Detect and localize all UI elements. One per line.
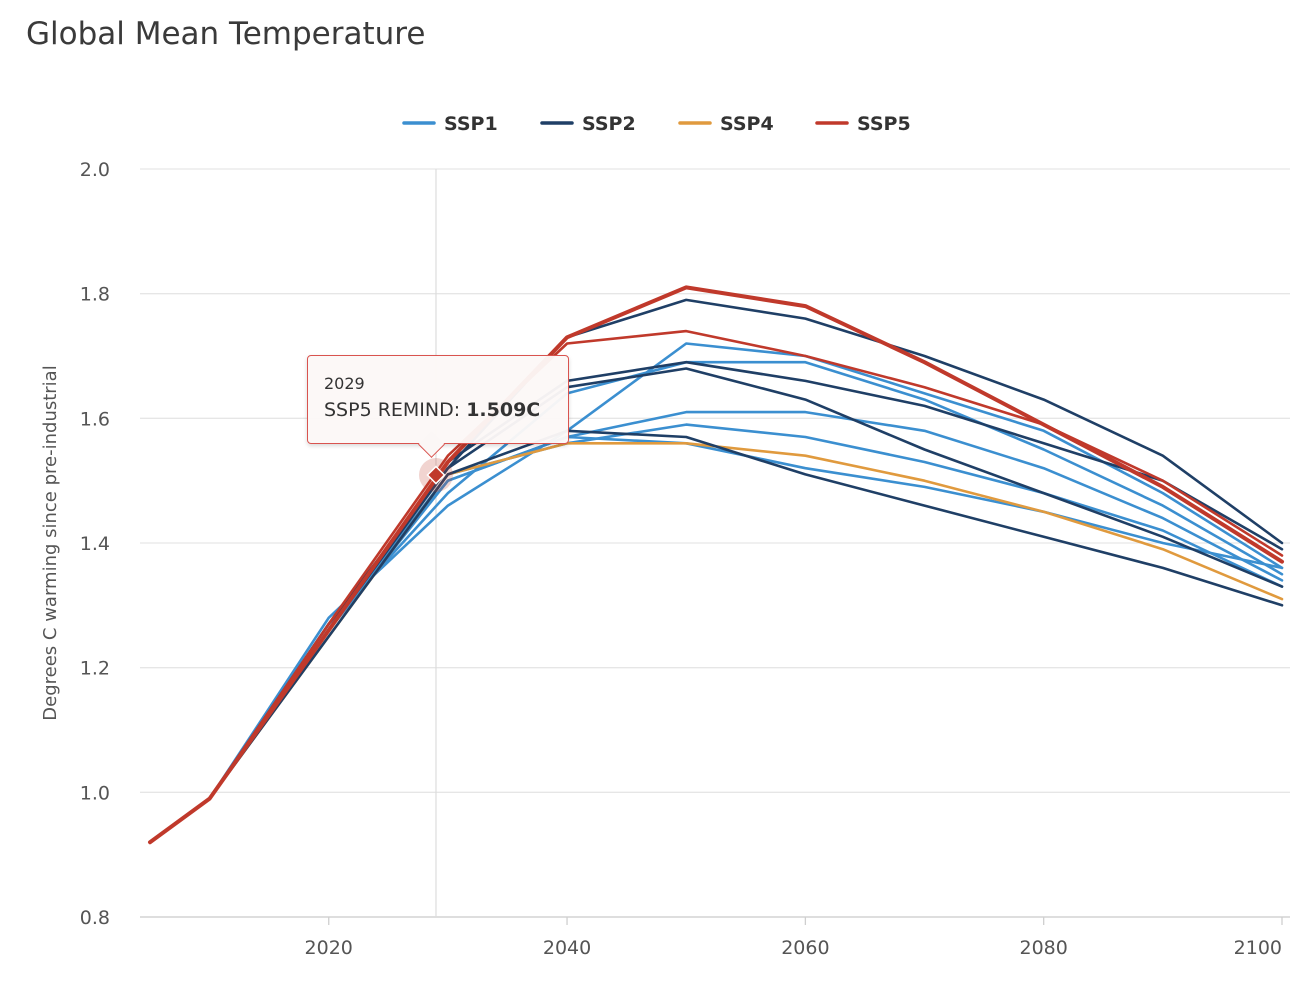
chart-title: Global Mean Temperature — [26, 16, 426, 52]
x-tick-label: 2040 — [543, 937, 591, 959]
legend-label-ssp2: SSP2 — [582, 113, 636, 135]
x-tick-label: 2020 — [305, 937, 353, 959]
y-tick-label: 1.8 — [80, 284, 110, 306]
tooltip-value: 1.509C — [466, 399, 541, 421]
tooltip: 2029 SSP5 REMIND: 1.509C — [307, 355, 569, 458]
y-tick-label: 1.6 — [80, 408, 110, 430]
y-tick-label: 0.8 — [80, 907, 110, 929]
marker-layer — [418, 458, 453, 493]
legend: SSP1 SSP2 SSP4 SSP5 — [402, 113, 911, 135]
y-tick-label: 1.2 — [80, 658, 110, 680]
tooltip-series-label: SSP5 REMIND: — [324, 399, 467, 421]
series-line-ssp5 — [148, 285, 1284, 845]
y-axis-title: Degrees C warming since pre-industrial — [40, 365, 61, 720]
x-tick-label: 2100 — [1234, 937, 1282, 959]
series-line-ssp1 — [148, 410, 1284, 844]
y-tick-label: 1.4 — [80, 533, 110, 555]
series-line-ssp1 — [148, 342, 1284, 844]
x-tick-label: 2080 — [1020, 937, 1068, 959]
y-tick-label: 2.0 — [80, 159, 110, 181]
x-tick-label: 2060 — [781, 937, 829, 959]
highlight-marker — [426, 465, 446, 485]
y-tick-label: 1.0 — [80, 782, 110, 804]
legend-label-ssp4: SSP4 — [720, 113, 774, 135]
series-lines — [148, 285, 1284, 845]
series-line-ssp2 — [148, 429, 1284, 844]
tooltip-year: 2029 — [324, 374, 365, 393]
tooltip-value-line: SSP5 REMIND: 1.509C — [324, 399, 554, 421]
x-axis: 2020 2040 2060 2080 2100 — [305, 917, 1283, 959]
y-axis: 0.8 1.0 1.2 1.4 1.6 1.8 2.0 Degrees C warming s… — [40, 159, 110, 929]
legend-label-ssp5: SSP5 — [857, 113, 911, 135]
grid-lines — [140, 168, 1290, 918]
legend-label-ssp1: SSP1 — [444, 113, 498, 135]
